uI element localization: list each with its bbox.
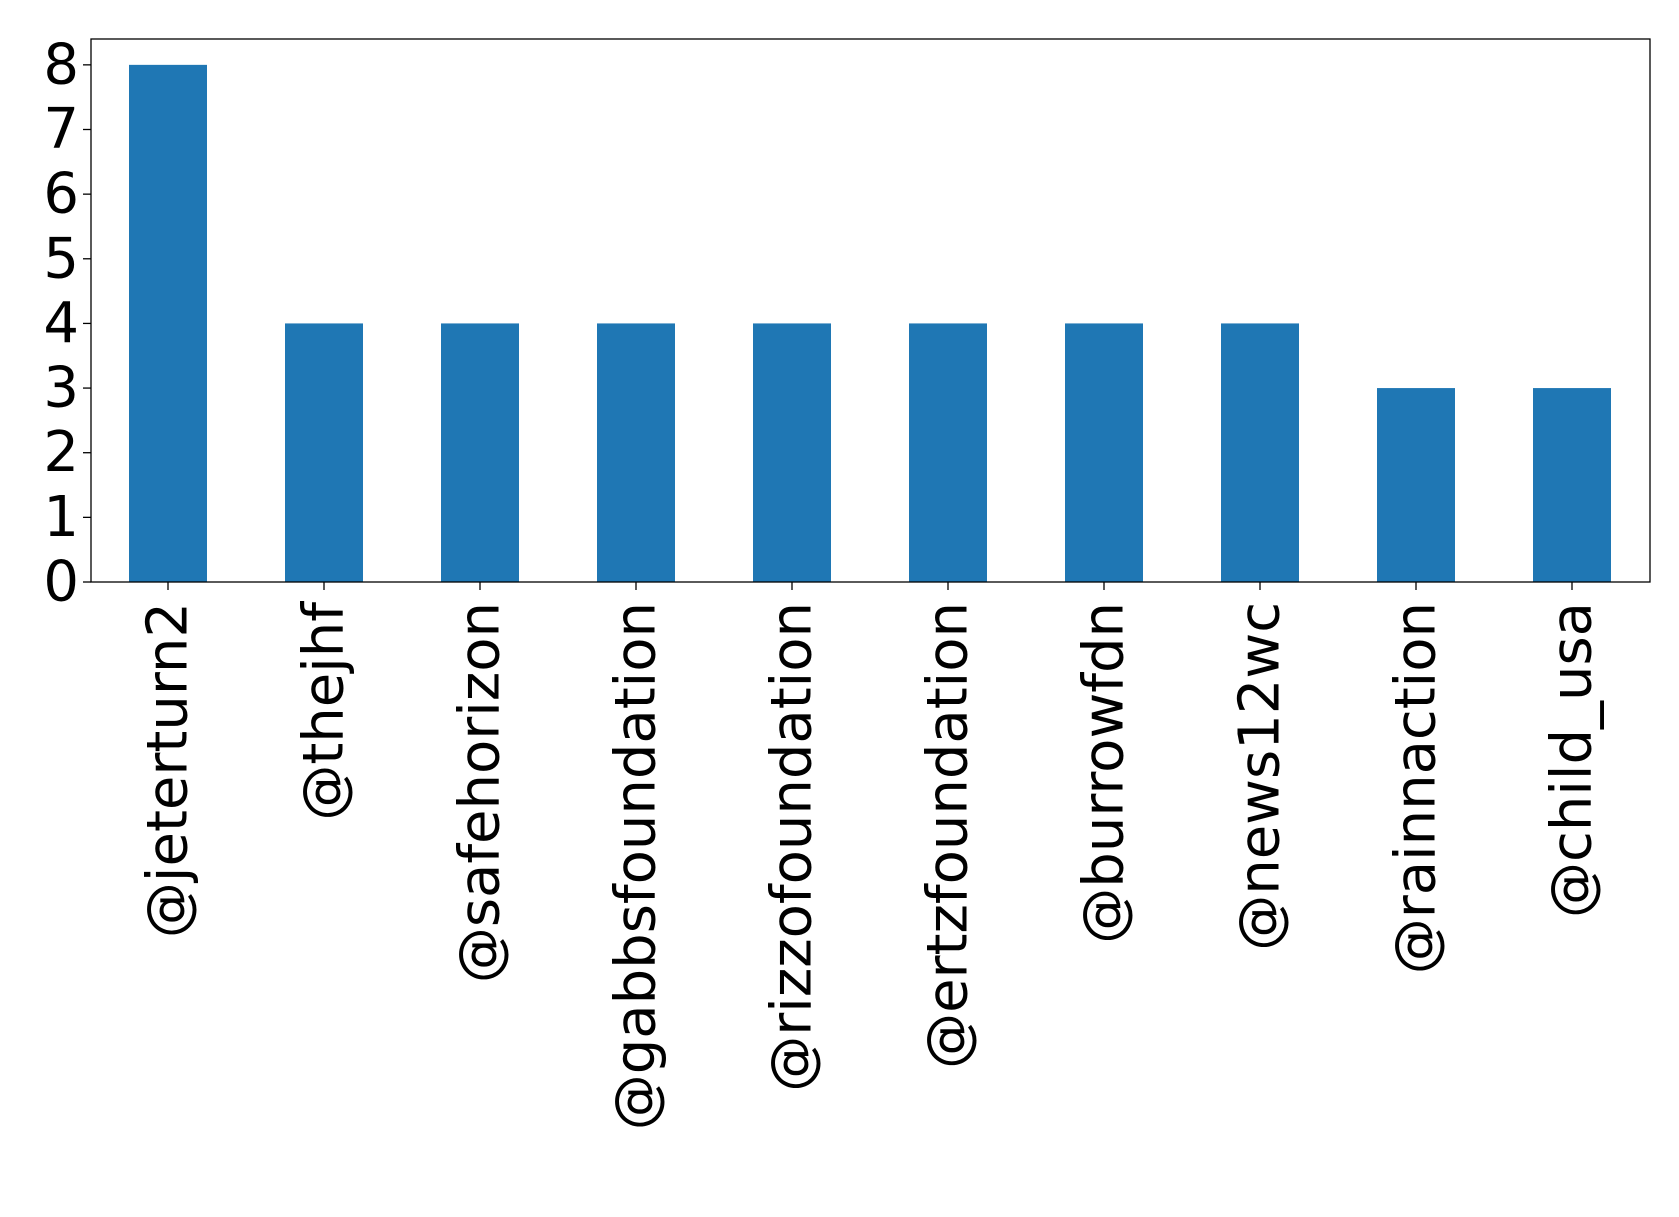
bar <box>129 64 207 583</box>
y-tick-label: 1 <box>43 485 79 550</box>
bar <box>1065 323 1143 582</box>
y-tick-label: 7 <box>43 97 79 162</box>
x-tick-label: @burrowfdn <box>1072 602 1137 944</box>
bar <box>1221 323 1299 582</box>
bar <box>1377 388 1455 582</box>
x-tick-label: @jeterturn2 <box>136 602 201 938</box>
x-tick-label: @thejhf <box>292 601 357 821</box>
y-tick-label: 6 <box>43 162 79 227</box>
y-tick-label: 2 <box>43 420 79 485</box>
x-tick-label: @child_usa <box>1540 602 1605 918</box>
bar <box>441 323 519 582</box>
x-tick-label: @safehorizon <box>448 602 513 983</box>
x-axis-ticks: @jeterturn2 @thejhf @safehorizon @gabbsfoun… <box>136 582 1605 1130</box>
x-tick-label: @news12wc <box>1228 602 1293 951</box>
x-tick-label: @rainnaction <box>1384 602 1449 974</box>
y-tick-label: 0 <box>43 550 79 615</box>
bar <box>1533 388 1611 582</box>
bar <box>285 323 363 582</box>
y-tick-label: 8 <box>43 32 79 97</box>
bar <box>597 323 675 582</box>
y-tick-label: 5 <box>43 226 79 291</box>
bars-group <box>129 64 1611 583</box>
x-tick-label: @ertzfoundation <box>916 602 981 1069</box>
x-tick-label: @gabbsfoundation <box>604 602 669 1130</box>
y-tick-label: 3 <box>43 356 79 421</box>
bar <box>909 323 987 582</box>
bar <box>753 323 831 582</box>
y-tick-label: 4 <box>43 291 79 356</box>
x-tick-label: @rizzofoundation <box>760 602 825 1092</box>
plot-frame <box>90 38 1651 583</box>
